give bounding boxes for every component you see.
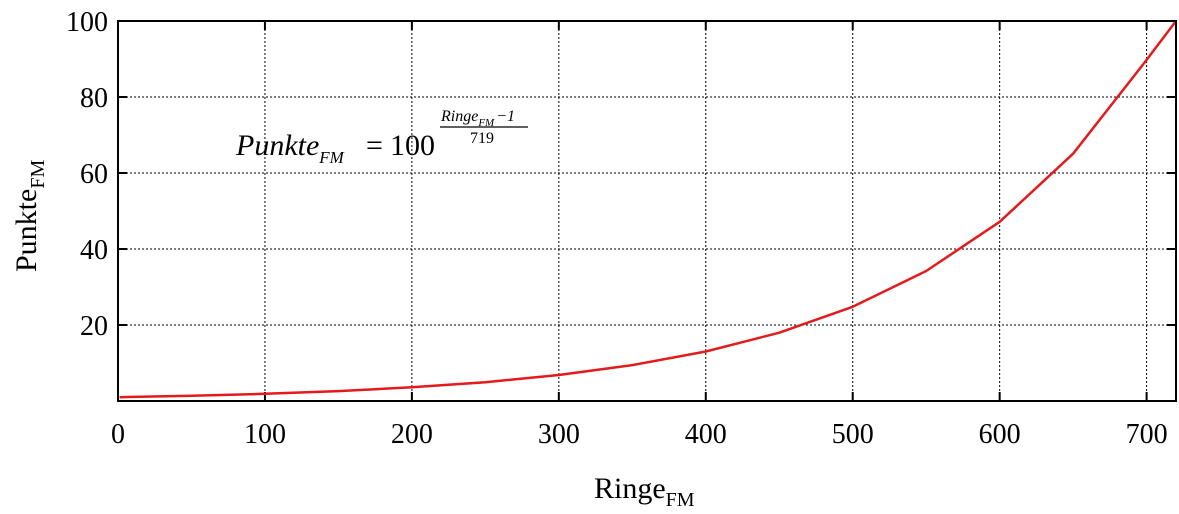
series-line: [119, 20, 1177, 399]
formula-exp-numerator-rest: −1: [496, 108, 515, 125]
formula-exp-numerator-sub: FM: [477, 117, 495, 129]
formula-lhs-sub: FM: [318, 148, 344, 167]
formula-equals: =: [366, 129, 383, 162]
y-axis-label: PunkteFM: [10, 160, 49, 272]
y-tick-label: 60: [80, 159, 108, 190]
x-tick-label: 700: [1126, 419, 1168, 450]
x-tick-label: 400: [685, 419, 727, 450]
y-tick-label: 20: [80, 311, 108, 342]
formula-exp-denominator: 719: [470, 130, 494, 147]
x-tick-label: 0: [111, 419, 125, 450]
x-tick-label: 500: [832, 419, 874, 450]
formula-lhs: PunkteFM: [235, 129, 345, 167]
formula-lhs-main: Punkte: [235, 129, 319, 162]
formula-exp-numerator: RingeFM −1: [440, 108, 515, 129]
formula-exp-numerator-main: Ringe: [440, 108, 478, 125]
y-axis-label-sub: FM: [27, 160, 49, 189]
y-tick-labels: 20 40 60 80 100: [66, 7, 108, 342]
x-axis-label-sub: FM: [666, 489, 695, 511]
plot-frame: [117, 20, 1177, 402]
x-tick-label: 100: [244, 419, 286, 450]
axis-ticks: [117, 20, 1176, 401]
x-tick-labels: 0 100 200 300 400 500 600 700: [111, 419, 1168, 450]
x-tick-label: 600: [979, 419, 1021, 450]
series-layer: [119, 20, 1177, 399]
y-tick-label: 80: [80, 83, 108, 114]
formula-annotation: PunkteFM = 100 RingeFM −1 719: [235, 108, 528, 167]
grid-lines: [118, 21, 1176, 401]
x-tick-label: 300: [538, 419, 580, 450]
y-axis-label-main: Punkte: [10, 189, 43, 272]
formula-base: 100: [390, 129, 435, 162]
x-tick-label: 200: [391, 419, 433, 450]
y-tick-label: 100: [66, 7, 108, 38]
x-axis-label: RingeFM: [594, 472, 695, 511]
x-axis-label-main: Ringe: [594, 472, 666, 505]
y-tick-label: 40: [80, 235, 108, 266]
